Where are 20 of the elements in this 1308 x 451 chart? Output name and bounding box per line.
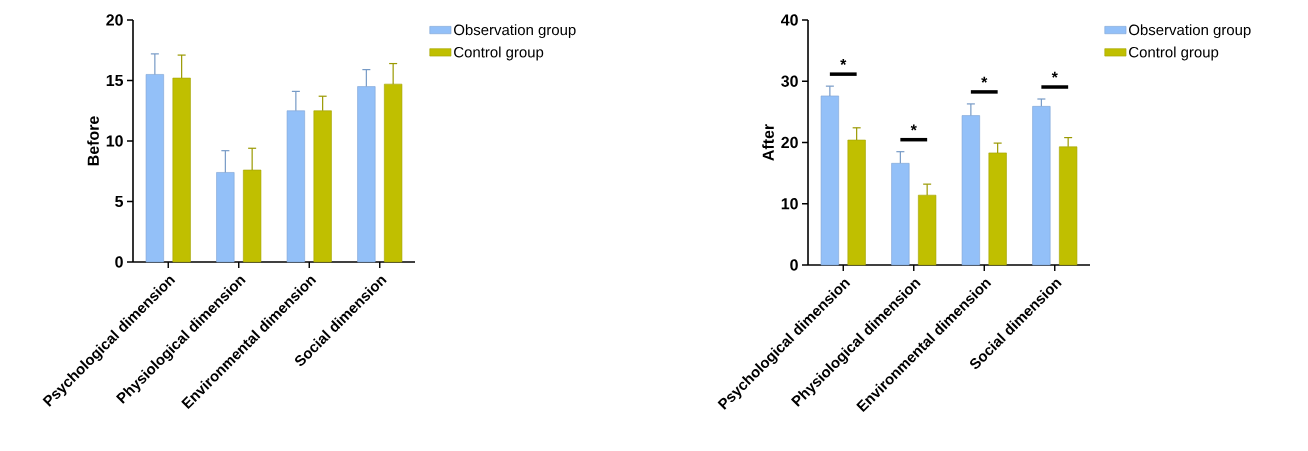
annotation: * — [981, 76, 988, 83]
y-tick-label: 10 — [106, 135, 123, 147]
annotation: * — [910, 124, 917, 131]
y-tick-label: 30 — [781, 75, 798, 87]
y-tick-label: 15 — [106, 74, 124, 87]
y-tick-label: 20 — [106, 14, 123, 26]
y-tick-label: 0 — [790, 259, 798, 271]
y-tick-label: 0 — [115, 256, 123, 268]
legend-label: Observation group — [1129, 24, 1251, 39]
legend-label: Observation group — [454, 24, 576, 39]
y-tick-label: 20 — [781, 136, 798, 149]
y-axis-title: Before — [87, 116, 99, 166]
annotation: * — [840, 58, 847, 65]
y-tick-label: 5 — [115, 195, 124, 208]
y-tick-label: 40 — [780, 14, 798, 26]
y-tick-label: 10 — [781, 198, 798, 210]
y-axis-title: After — [762, 124, 774, 161]
legend-label: Control group — [454, 46, 544, 61]
annotation: * — [1051, 71, 1058, 78]
legend-label: Control group — [1129, 46, 1219, 61]
